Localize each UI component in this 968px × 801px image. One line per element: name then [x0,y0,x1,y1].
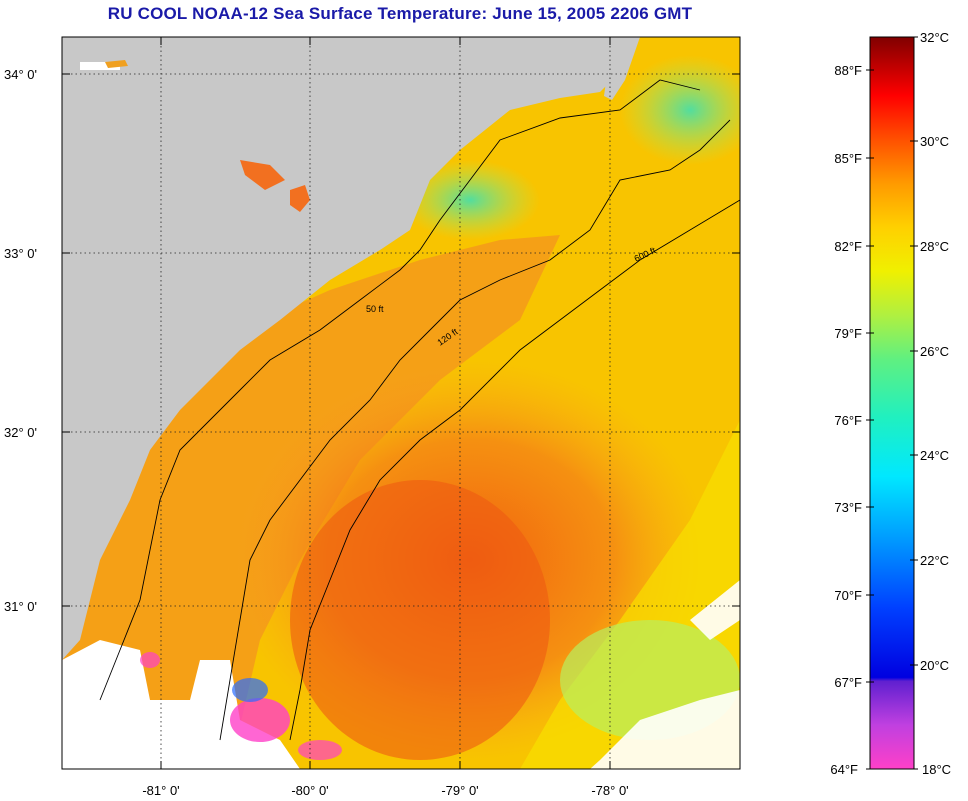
lat-label-31: 31° 0' [4,599,37,614]
celsius-label: 26°C [920,344,949,359]
depth-contours [99,79,740,741]
land-area [62,37,640,660]
celsius-label: 22°C [920,553,949,568]
contour-50ft [99,79,701,701]
map-panel: 50 ft 120 ft 600 ft [62,37,740,769]
contour-120ft [219,119,731,741]
fahrenheit-label: 64°F [830,762,858,777]
celsius-label: 28°C [920,239,949,254]
latitude-ticks [62,73,740,607]
celsius-label: 18°C [922,762,951,777]
lon-label-79: -79° 0' [441,783,478,798]
celsius-label: 20°C [920,658,949,673]
celsius-label: 30°C [920,134,949,149]
lon-label-78: -78° 0' [591,783,628,798]
fahrenheit-label: 82°F [834,239,862,254]
map-frame [61,36,741,770]
fahrenheit-label: 76°F [834,413,862,428]
cool-water-nearshore [400,160,540,240]
cold-speckles [140,652,342,760]
fahrenheit-label: 70°F [834,588,862,603]
contour-600ft [289,199,740,741]
map-graticule [62,37,740,769]
lat-label-34: 34° 0' [4,67,37,82]
lat-label-32: 32° 0' [4,425,37,440]
fahrenheit-label: 85°F [834,151,862,166]
celsius-label: 32°C [920,30,949,45]
cool-water-north [620,55,740,165]
map-title: RU COOL NOAA-12 Sea Surface Temperature:… [107,4,693,23]
lon-label-80: -80° 0' [291,783,328,798]
fahrenheit-label: 73°F [834,500,862,515]
gulf-stream-warm-core-inner [290,480,550,760]
fahrenheit-label: 88°F [834,63,862,78]
fahrenheit-label: 79°F [834,326,862,341]
contour-label-50ft: 50 ft [366,304,384,314]
celsius-label: 24°C [920,448,949,463]
cape-landmass [604,37,640,100]
longitude-ticks [160,37,611,769]
colorbar-fahrenheit-ticks [866,69,874,770]
colorbar-celsius-ticks [910,36,918,770]
inland-water-features [105,60,310,212]
cloud-masks [62,62,740,769]
lat-label-33: 33° 0' [4,246,37,261]
fahrenheit-label: 67°F [834,675,862,690]
colorbar-gradient [869,36,915,770]
temperature-colorbar: 32°C 30°C 28°C 26°C 24°C 22°C 20°C 18°C … [830,30,951,777]
lon-label-81: -81° 0' [142,783,179,798]
